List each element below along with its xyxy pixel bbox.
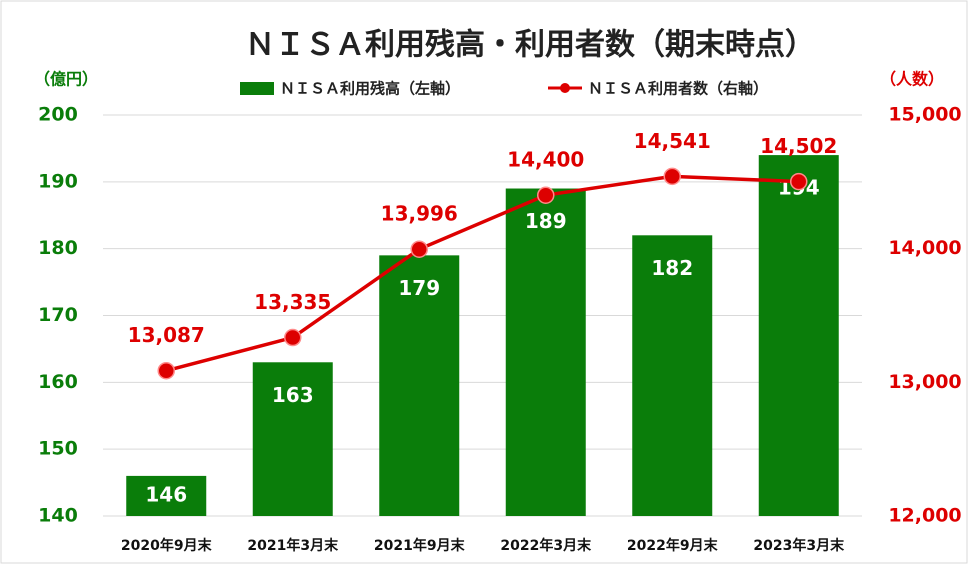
y2-tick-label: 12,000	[888, 505, 961, 527]
y-tick-label: 160	[38, 371, 78, 393]
legend-label: ＮＩＳＡ利用者数（右軸）	[588, 80, 768, 98]
y2-tick-label: 13,000	[888, 371, 961, 393]
legend-swatch	[240, 82, 274, 95]
line-value-label: 13,335	[254, 290, 331, 314]
y-tick-label: 140	[38, 505, 78, 527]
x-tick-label: 2021年3月末	[247, 537, 339, 554]
line-point	[663, 167, 681, 186]
bar-value-label: 179	[398, 276, 440, 300]
line-value-label: 13,087	[128, 323, 205, 347]
bar	[632, 235, 713, 517]
y2-tick-label: 14,000	[888, 237, 961, 259]
y-tick-label: 200	[38, 104, 78, 126]
line-point	[284, 328, 302, 347]
bar	[379, 255, 460, 516]
bar	[758, 155, 839, 516]
y2-axis-label: （人数）	[880, 70, 944, 89]
x-tick-label: 2022年3月末	[500, 537, 592, 554]
y-axis-label: （億円）	[34, 70, 98, 89]
line-point	[410, 240, 428, 258]
line-point	[537, 186, 555, 204]
line	[165, 174, 799, 373]
bar-value-label: 146	[145, 483, 187, 507]
legend-swatch	[560, 83, 570, 93]
bar-value-label: 189	[525, 209, 567, 233]
x-tick-label: 2021年9月末	[374, 537, 466, 554]
bar-value-label: 182	[651, 256, 693, 280]
y-tick-label: 180	[38, 237, 78, 259]
line-value-label: 14,502	[760, 134, 837, 158]
x-tick-label: 2020年9月末	[121, 537, 213, 554]
x-tick-label: 2022年9月末	[627, 537, 719, 554]
bar	[505, 188, 586, 516]
y-tick-label: 190	[38, 170, 78, 192]
line-point	[157, 361, 175, 380]
y-tick-label: 170	[38, 304, 78, 326]
line-value-label: 13,996	[381, 202, 458, 226]
bar	[126, 475, 207, 516]
line-value-label: 14,541	[634, 129, 711, 153]
y-tick-label: 150	[38, 438, 78, 460]
line-value-label: 14,400	[507, 148, 584, 172]
bar	[252, 362, 333, 516]
legend-label: ＮＩＳＡ利用残高（左軸）	[280, 80, 460, 98]
y2-tick-label: 15,000	[888, 104, 961, 126]
chart-title: ＮＩＳＡ利用残高・利用者数（期末時点）	[245, 28, 815, 63]
x-tick-label: 2023年3月末	[753, 537, 845, 554]
bar-value-label: 163	[272, 383, 314, 407]
line-point	[790, 172, 808, 191]
